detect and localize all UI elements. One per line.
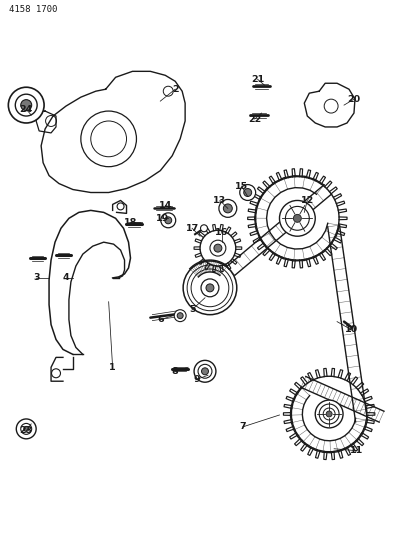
Text: 6: 6 xyxy=(157,315,164,324)
Circle shape xyxy=(200,225,208,232)
Circle shape xyxy=(279,200,315,236)
Text: 3: 3 xyxy=(33,273,40,282)
Circle shape xyxy=(319,404,339,424)
Text: 5: 5 xyxy=(189,305,195,314)
Circle shape xyxy=(214,244,222,252)
Circle shape xyxy=(219,199,237,217)
Circle shape xyxy=(244,189,252,197)
Text: 16: 16 xyxy=(215,228,228,237)
Circle shape xyxy=(315,400,343,428)
Text: 15: 15 xyxy=(235,182,248,191)
Circle shape xyxy=(21,423,32,434)
Circle shape xyxy=(202,368,208,375)
Text: 4158 1700: 4158 1700 xyxy=(9,5,58,14)
Circle shape xyxy=(16,419,36,439)
Circle shape xyxy=(223,204,232,213)
Circle shape xyxy=(206,284,214,292)
Text: 2: 2 xyxy=(172,85,179,94)
Circle shape xyxy=(165,217,172,224)
Circle shape xyxy=(24,426,29,431)
Circle shape xyxy=(326,411,332,417)
Circle shape xyxy=(177,313,183,319)
Text: 22: 22 xyxy=(248,115,261,124)
Text: 10: 10 xyxy=(344,325,357,334)
Text: 12: 12 xyxy=(301,196,314,205)
Circle shape xyxy=(8,87,44,123)
Text: 13: 13 xyxy=(213,196,226,205)
Text: 8: 8 xyxy=(172,367,179,376)
Text: 11: 11 xyxy=(350,446,364,455)
Text: 14: 14 xyxy=(159,201,172,210)
Circle shape xyxy=(201,279,219,297)
Text: 7: 7 xyxy=(239,422,246,431)
Circle shape xyxy=(286,206,309,230)
Text: 19: 19 xyxy=(156,214,169,223)
Text: 20: 20 xyxy=(347,95,361,103)
Circle shape xyxy=(21,100,32,110)
Text: 4: 4 xyxy=(63,273,69,282)
Circle shape xyxy=(293,214,302,222)
Circle shape xyxy=(323,408,335,420)
Text: 23: 23 xyxy=(20,426,33,435)
Text: 1: 1 xyxy=(109,363,116,372)
Circle shape xyxy=(161,213,176,228)
Circle shape xyxy=(210,240,226,256)
Text: 17: 17 xyxy=(186,224,199,233)
Circle shape xyxy=(15,94,37,116)
Text: 9: 9 xyxy=(194,375,200,384)
Text: 24: 24 xyxy=(20,104,33,114)
Text: 18: 18 xyxy=(124,218,137,227)
Text: 21: 21 xyxy=(251,75,264,84)
Circle shape xyxy=(174,310,186,321)
Circle shape xyxy=(240,184,256,200)
